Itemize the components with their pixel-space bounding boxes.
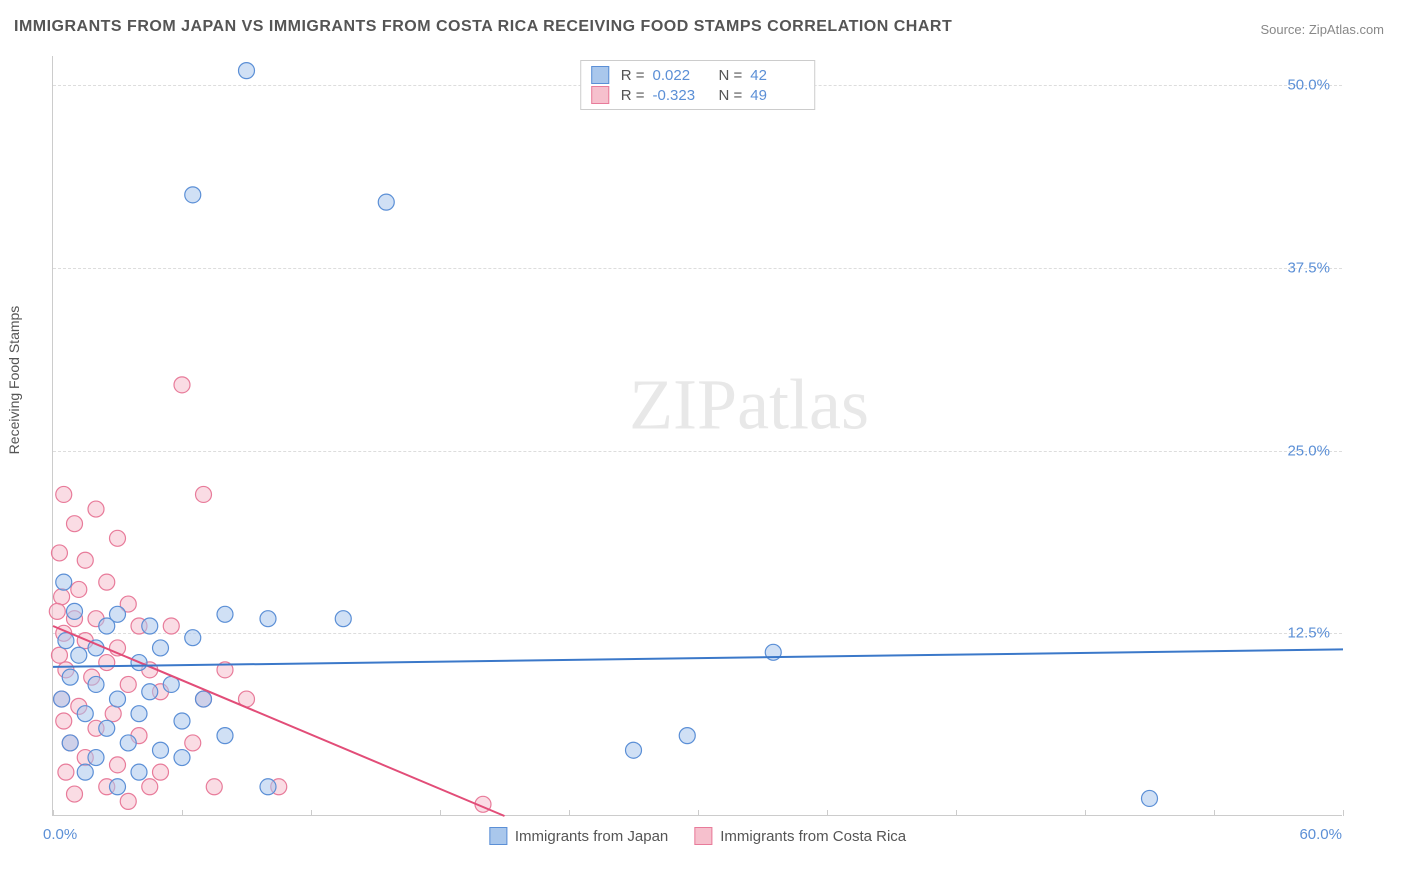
chart-title: IMMIGRANTS FROM JAPAN VS IMMIGRANTS FROM… [14, 18, 952, 36]
scatter-point [56, 713, 72, 729]
scatter-point [260, 779, 276, 795]
scatter-point [679, 728, 695, 744]
scatter-point [77, 764, 93, 780]
r-value-costarica: -0.323 [653, 87, 707, 104]
plot-area: ZIPatlas 12.5%25.0%37.5%50.0% 0.0% 60.0%… [52, 56, 1342, 816]
scatter-point [71, 647, 87, 663]
scatter-point [260, 611, 276, 627]
scatter-point [67, 603, 83, 619]
scatter-point [99, 618, 115, 634]
n-label: N = [719, 67, 743, 84]
scatter-point [110, 691, 126, 707]
n-value-costarica: 49 [750, 87, 804, 104]
scatter-point [120, 735, 136, 751]
scatter-point [120, 676, 136, 692]
scatter-point [335, 611, 351, 627]
scatter-point [54, 691, 70, 707]
x-max-label: 60.0% [1299, 826, 1342, 843]
scatter-point [196, 486, 212, 502]
scatter-point [1142, 790, 1158, 806]
r-label: R = [621, 87, 645, 104]
scatter-point [99, 574, 115, 590]
scatter-point [56, 486, 72, 502]
legend-swatch-japan [489, 827, 507, 845]
scatter-point [174, 377, 190, 393]
scatter-point [77, 706, 93, 722]
scatter-point [626, 742, 642, 758]
scatter-point [105, 706, 121, 722]
scatter-point [217, 606, 233, 622]
scatter-point [153, 764, 169, 780]
scatter-point [217, 728, 233, 744]
scatter-point [88, 676, 104, 692]
scatter-point [99, 655, 115, 671]
scatter-point [51, 647, 67, 663]
scatter-point [131, 764, 147, 780]
scatter-point [196, 691, 212, 707]
legend-item-japan: Immigrants from Japan [489, 827, 668, 845]
scatter-point [174, 713, 190, 729]
n-value-japan: 42 [750, 67, 804, 84]
scatter-point [174, 750, 190, 766]
x-tick [1343, 810, 1344, 816]
scatter-point [153, 640, 169, 656]
scatter-point [51, 545, 67, 561]
scatter-svg [53, 56, 1342, 815]
scatter-point [110, 779, 126, 795]
legend-label-costarica: Immigrants from Costa Rica [720, 828, 906, 845]
scatter-point [58, 633, 74, 649]
scatter-point [163, 618, 179, 634]
scatter-point [378, 194, 394, 210]
legend-label-japan: Immigrants from Japan [515, 828, 668, 845]
stats-box: R = 0.022 N = 42 R = -0.323 N = 49 [580, 60, 816, 110]
x-min-label: 0.0% [43, 826, 77, 843]
scatter-point [88, 750, 104, 766]
scatter-point [77, 552, 93, 568]
scatter-point [239, 63, 255, 79]
scatter-point [153, 742, 169, 758]
scatter-point [185, 735, 201, 751]
swatch-japan [591, 66, 609, 84]
trend-line [53, 649, 1343, 667]
scatter-point [58, 764, 74, 780]
r-value-japan: 0.022 [653, 67, 707, 84]
scatter-point [110, 530, 126, 546]
y-axis-label: Receiving Food Stamps [6, 306, 22, 455]
swatch-costarica [591, 86, 609, 104]
scatter-point [88, 501, 104, 517]
scatter-point [142, 618, 158, 634]
scatter-point [131, 706, 147, 722]
scatter-point [49, 603, 65, 619]
scatter-point [120, 793, 136, 809]
scatter-point [67, 516, 83, 532]
r-label: R = [621, 67, 645, 84]
scatter-point [110, 757, 126, 773]
scatter-point [56, 574, 72, 590]
n-label: N = [719, 87, 743, 104]
scatter-point [62, 735, 78, 751]
scatter-point [142, 684, 158, 700]
stats-row-costarica: R = -0.323 N = 49 [591, 85, 805, 105]
scatter-point [185, 630, 201, 646]
legend-bottom: Immigrants from Japan Immigrants from Co… [489, 827, 906, 845]
scatter-point [185, 187, 201, 203]
scatter-point [54, 589, 70, 605]
source-label: Source: ZipAtlas.com [1260, 22, 1384, 37]
scatter-point [206, 779, 222, 795]
scatter-point [67, 786, 83, 802]
legend-swatch-costarica [694, 827, 712, 845]
scatter-point [71, 581, 87, 597]
stats-row-japan: R = 0.022 N = 42 [591, 65, 805, 85]
scatter-point [99, 720, 115, 736]
legend-item-costarica: Immigrants from Costa Rica [694, 827, 906, 845]
scatter-point [142, 779, 158, 795]
scatter-point [62, 669, 78, 685]
